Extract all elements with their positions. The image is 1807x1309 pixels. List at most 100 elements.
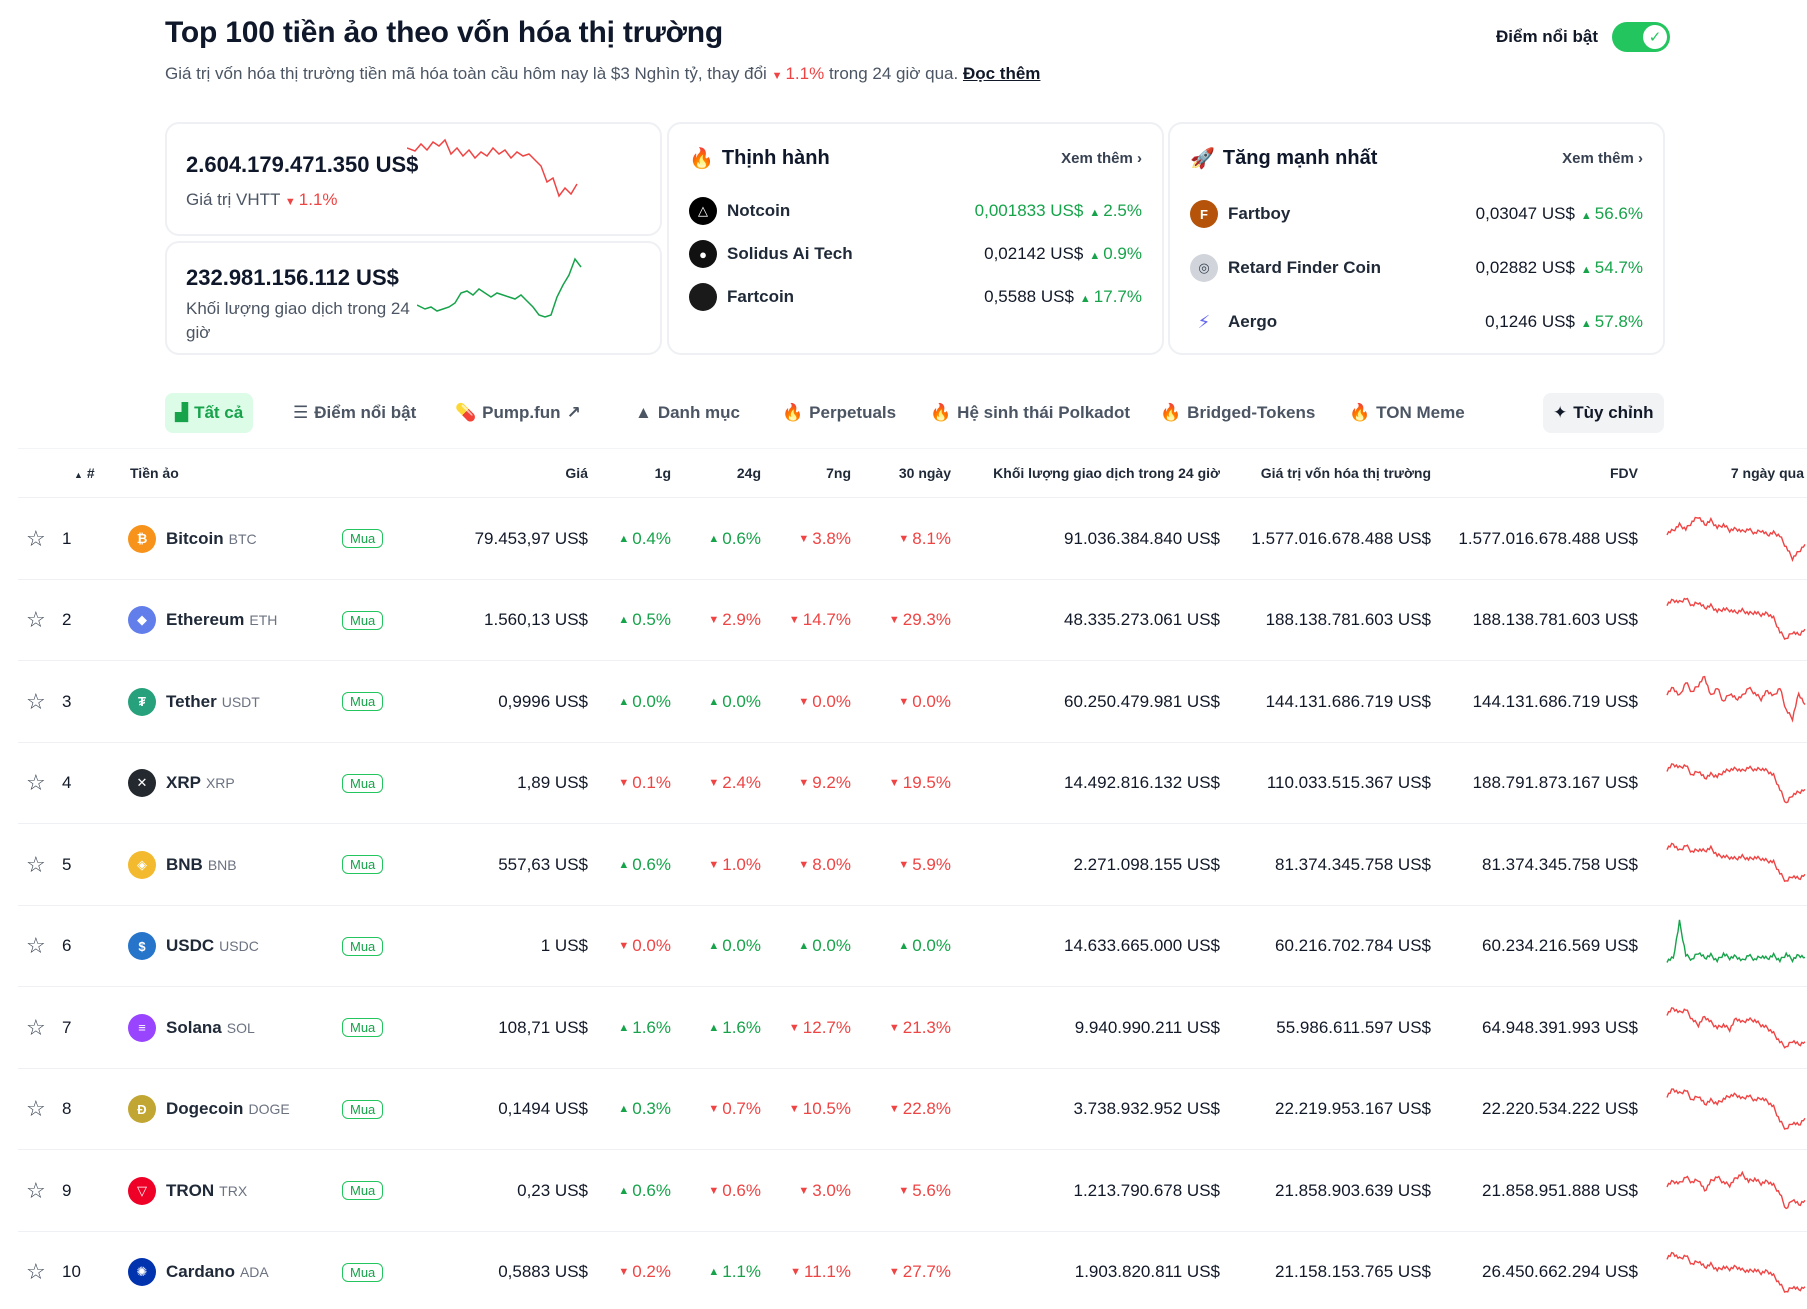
caret-down-icon: ▼ <box>798 695 810 708</box>
buy-button[interactable]: Mua <box>342 498 392 579</box>
coin-cell[interactable]: ₿ Bitcoin BTC <box>128 498 338 579</box>
fire-icon: 🔥 <box>1349 403 1371 422</box>
read-more-link[interactable]: Đọc thêm <box>962 64 1041 83</box>
table-row[interactable]: ☆ 7 ≡ Solana SOL Mua 108,71 US$ ▲ 1.6% ▲ 1… <box>18 987 1807 1069</box>
fdv-header[interactable]: FDV <box>1610 465 1638 481</box>
buy-button[interactable]: Mua <box>342 580 392 661</box>
buy-button[interactable]: Mua <box>342 743 392 824</box>
coin-name: Ethereum <box>166 610 245 629</box>
tron-icon: ▽ <box>128 1176 156 1205</box>
buy-button[interactable]: Mua <box>342 906 392 987</box>
coin-cell[interactable]: ≡ Solana SOL <box>128 987 338 1068</box>
price-cell: 0,1494 US$ <box>498 1099 588 1118</box>
trending-title: 🔥 Thịnh hành <box>689 147 830 170</box>
highlight-toggle[interactable]: ✓ <box>1612 22 1670 52</box>
price-header[interactable]: Giá <box>565 465 588 481</box>
coins-table: ▲ # Tiền ảo Giá 1g 24g 7ng 30 ngày Khối … <box>18 448 1807 1309</box>
gainers-item[interactable]: ◎ Retard Finder Coin 0,02882 US$ ▲ 54.7% <box>1190 253 1643 283</box>
market-cap-card: 2.604.179.471.350 US$ Giá trị VHTT ▼ 1.1% <box>165 122 662 236</box>
trending-item[interactable]: △ Notcoin 0,001833 US$ ▲ 2.5% <box>689 196 1142 226</box>
coin-cell[interactable]: Ð Dogecoin DOGE <box>128 1069 338 1150</box>
d30-change: ▼ 19.5% <box>888 773 951 792</box>
tab-perpetuals[interactable]: 🔥 Perpetuals <box>782 403 897 422</box>
coin-cell[interactable]: ▽ TRON TRX <box>128 1150 338 1231</box>
favorite-star-icon[interactable]: ☆ <box>26 1096 46 1121</box>
table-row[interactable]: ☆ 2 ◆ Ethereum ETH Mua 1.560,13 US$ ▲ 0.5… <box>18 580 1807 661</box>
coin-cell[interactable]: ₮ Tether USDT <box>128 661 338 742</box>
favorite-star-icon[interactable]: ☆ <box>26 851 46 877</box>
coin-cell[interactable]: $ USDC USDC <box>128 906 338 987</box>
tab-polkadot[interactable]: 🔥 Hệ sinh thái Polkadot <box>930 403 1131 422</box>
d7-change: ▼ 9.2% <box>798 773 851 792</box>
mcap-cell: 22.219.953.167 US$ <box>1275 1099 1431 1118</box>
favorite-star-icon[interactable]: ☆ <box>26 1177 46 1203</box>
tab-pumpfun[interactable]: 💊 Pump.fun ↗ <box>455 403 581 422</box>
h1-header[interactable]: 1g <box>654 465 671 481</box>
table-row[interactable]: ☆ 4 ✕ XRP XRP Mua 1,89 US$ ▼ 0.1% ▼ 2.4% ▼… <box>18 743 1807 824</box>
volume-cell: 91.036.384.840 US$ <box>1064 528 1220 548</box>
rank-header[interactable]: ▲ # <box>74 465 95 481</box>
buy-button[interactable]: Mua <box>342 1232 392 1309</box>
d30-header[interactable]: 30 ngày <box>898 465 951 481</box>
table-row[interactable]: ☆ 6 $ USDC USDC Mua 1 US$ ▼ 0.0% ▲ 0.0% ▲ 0… <box>18 906 1807 987</box>
customize-button[interactable]: ✦ Tùy chỉnh <box>1543 393 1664 433</box>
volume-cell: 9.940.990.211 US$ <box>1074 1017 1220 1037</box>
d7-header[interactable]: 7ng <box>826 465 851 481</box>
favorite-star-icon[interactable]: ☆ <box>26 1259 46 1284</box>
h24-header[interactable]: 24g <box>736 465 761 481</box>
table-row[interactable]: ☆ 9 ▽ TRON TRX Mua 0,23 US$ ▲ 0.6% ▼ 0.6% … <box>18 1150 1807 1232</box>
coin-cell[interactable]: ✕ XRP XRP <box>128 743 338 824</box>
gainers-item[interactable]: F Fartboy 0,03047 US$ ▲ 56.6% <box>1190 199 1643 229</box>
coin-header[interactable]: Tiền ảo <box>130 465 179 481</box>
buy-button[interactable]: Mua <box>342 1069 392 1150</box>
favorite-star-icon[interactable]: ☆ <box>26 525 46 551</box>
tab-ton-meme[interactable]: 🔥 TON Meme <box>1349 403 1465 422</box>
volume-header[interactable]: Khối lượng giao dịch trong 24 giờ <box>993 465 1220 481</box>
favorite-star-icon[interactable]: ☆ <box>26 607 46 632</box>
rank-cell: 9 <box>62 1180 72 1200</box>
gainers-see-more[interactable]: Xem thêm › <box>1562 150 1643 167</box>
table-row[interactable]: ☆ 1 ₿ Bitcoin BTC Mua 79.453,97 US$ ▲ 0.4… <box>18 498 1807 580</box>
buy-button[interactable]: Mua <box>342 1150 392 1231</box>
fire-icon: 🔥 <box>930 403 952 422</box>
coin-cell[interactable]: ◆ Ethereum ETH <box>128 580 338 661</box>
favorite-star-icon[interactable]: ☆ <box>26 1014 46 1040</box>
sparkle-icon: ✦ <box>1553 403 1568 422</box>
tab-highlights[interactable]: ☰ Điểm nổi bật <box>293 403 417 422</box>
buy-button[interactable]: Mua <box>342 987 392 1068</box>
table-row[interactable]: ☆ 8 Ð Dogecoin DOGE Mua 0,1494 US$ ▲ 0.3%… <box>18 1069 1807 1150</box>
caret-down-icon: ▼ <box>708 1184 720 1197</box>
tab-bridged-tokens[interactable]: 🔥 Bridged-Tokens <box>1160 403 1316 422</box>
volume-cell: 2.271.098.155 US$ <box>1073 854 1220 874</box>
bnb-icon: ◈ <box>128 850 156 879</box>
trending-item[interactable]: ● Solidus Ai Tech 0,02142 US$ ▲ 0.9% <box>689 239 1142 269</box>
trending-item[interactable]: Fartcoin 0,5588 US$ ▲ 17.7% <box>689 282 1142 312</box>
caret-down-icon: ▼ <box>888 1103 900 1115</box>
favorite-star-icon[interactable]: ☆ <box>26 770 46 795</box>
trending-see-more[interactable]: Xem thêm › <box>1061 150 1142 167</box>
buy-button[interactable]: Mua <box>342 824 392 905</box>
buy-button[interactable]: Mua <box>342 661 392 742</box>
mcap-header[interactable]: Giá trị vốn hóa thị trường <box>1260 465 1431 481</box>
favorite-star-icon[interactable]: ☆ <box>26 933 46 958</box>
sparkline-path <box>1666 516 1806 563</box>
gainers-item[interactable]: ⚡ Aergo 0,1246 US$ ▲ 57.8% <box>1190 307 1643 337</box>
favorite-star-icon[interactable]: ☆ <box>26 688 46 714</box>
cardano-icon: ✺ <box>128 1258 156 1286</box>
summary-cards: 2.604.179.471.350 US$ Giá trị VHTT ▼ 1.1%… <box>165 122 1665 357</box>
table-row[interactable]: ☆ 10 ✺ Cardano ADA Mua 0,5883 US$ ▼ 0.2% … <box>18 1232 1807 1309</box>
seven-day-sparkline <box>1666 762 1806 803</box>
seven-day-sparkline <box>1666 919 1806 963</box>
coin-name: XRP <box>166 773 201 792</box>
d30-change: ▲ 0.0% <box>898 936 951 955</box>
fdv-cell: 188.791.873.167 US$ <box>1472 773 1638 792</box>
coin-cell[interactable]: ✺ Cardano ADA <box>128 1232 338 1309</box>
coin-name: Bitcoin <box>166 528 224 548</box>
table-row[interactable]: ☆ 5 ◈ BNB BNB Mua 557,63 US$ ▲ 0.6% ▼ 1.0%… <box>18 824 1807 906</box>
d7-change: ▼ 3.0% <box>798 1180 851 1200</box>
coin-cell[interactable]: ◈ BNB BNB <box>128 824 338 905</box>
tab-all[interactable]: ▟ Tất cả <box>165 393 254 433</box>
table-row[interactable]: ☆ 3 ₮ Tether USDT Mua 0,9996 US$ ▲ 0.0% ▲… <box>18 661 1807 743</box>
volume-label: Khối lượng giao dịch trong 24 giờ <box>186 299 410 342</box>
tab-categories[interactable]: ▲ Danh mục <box>635 403 741 422</box>
